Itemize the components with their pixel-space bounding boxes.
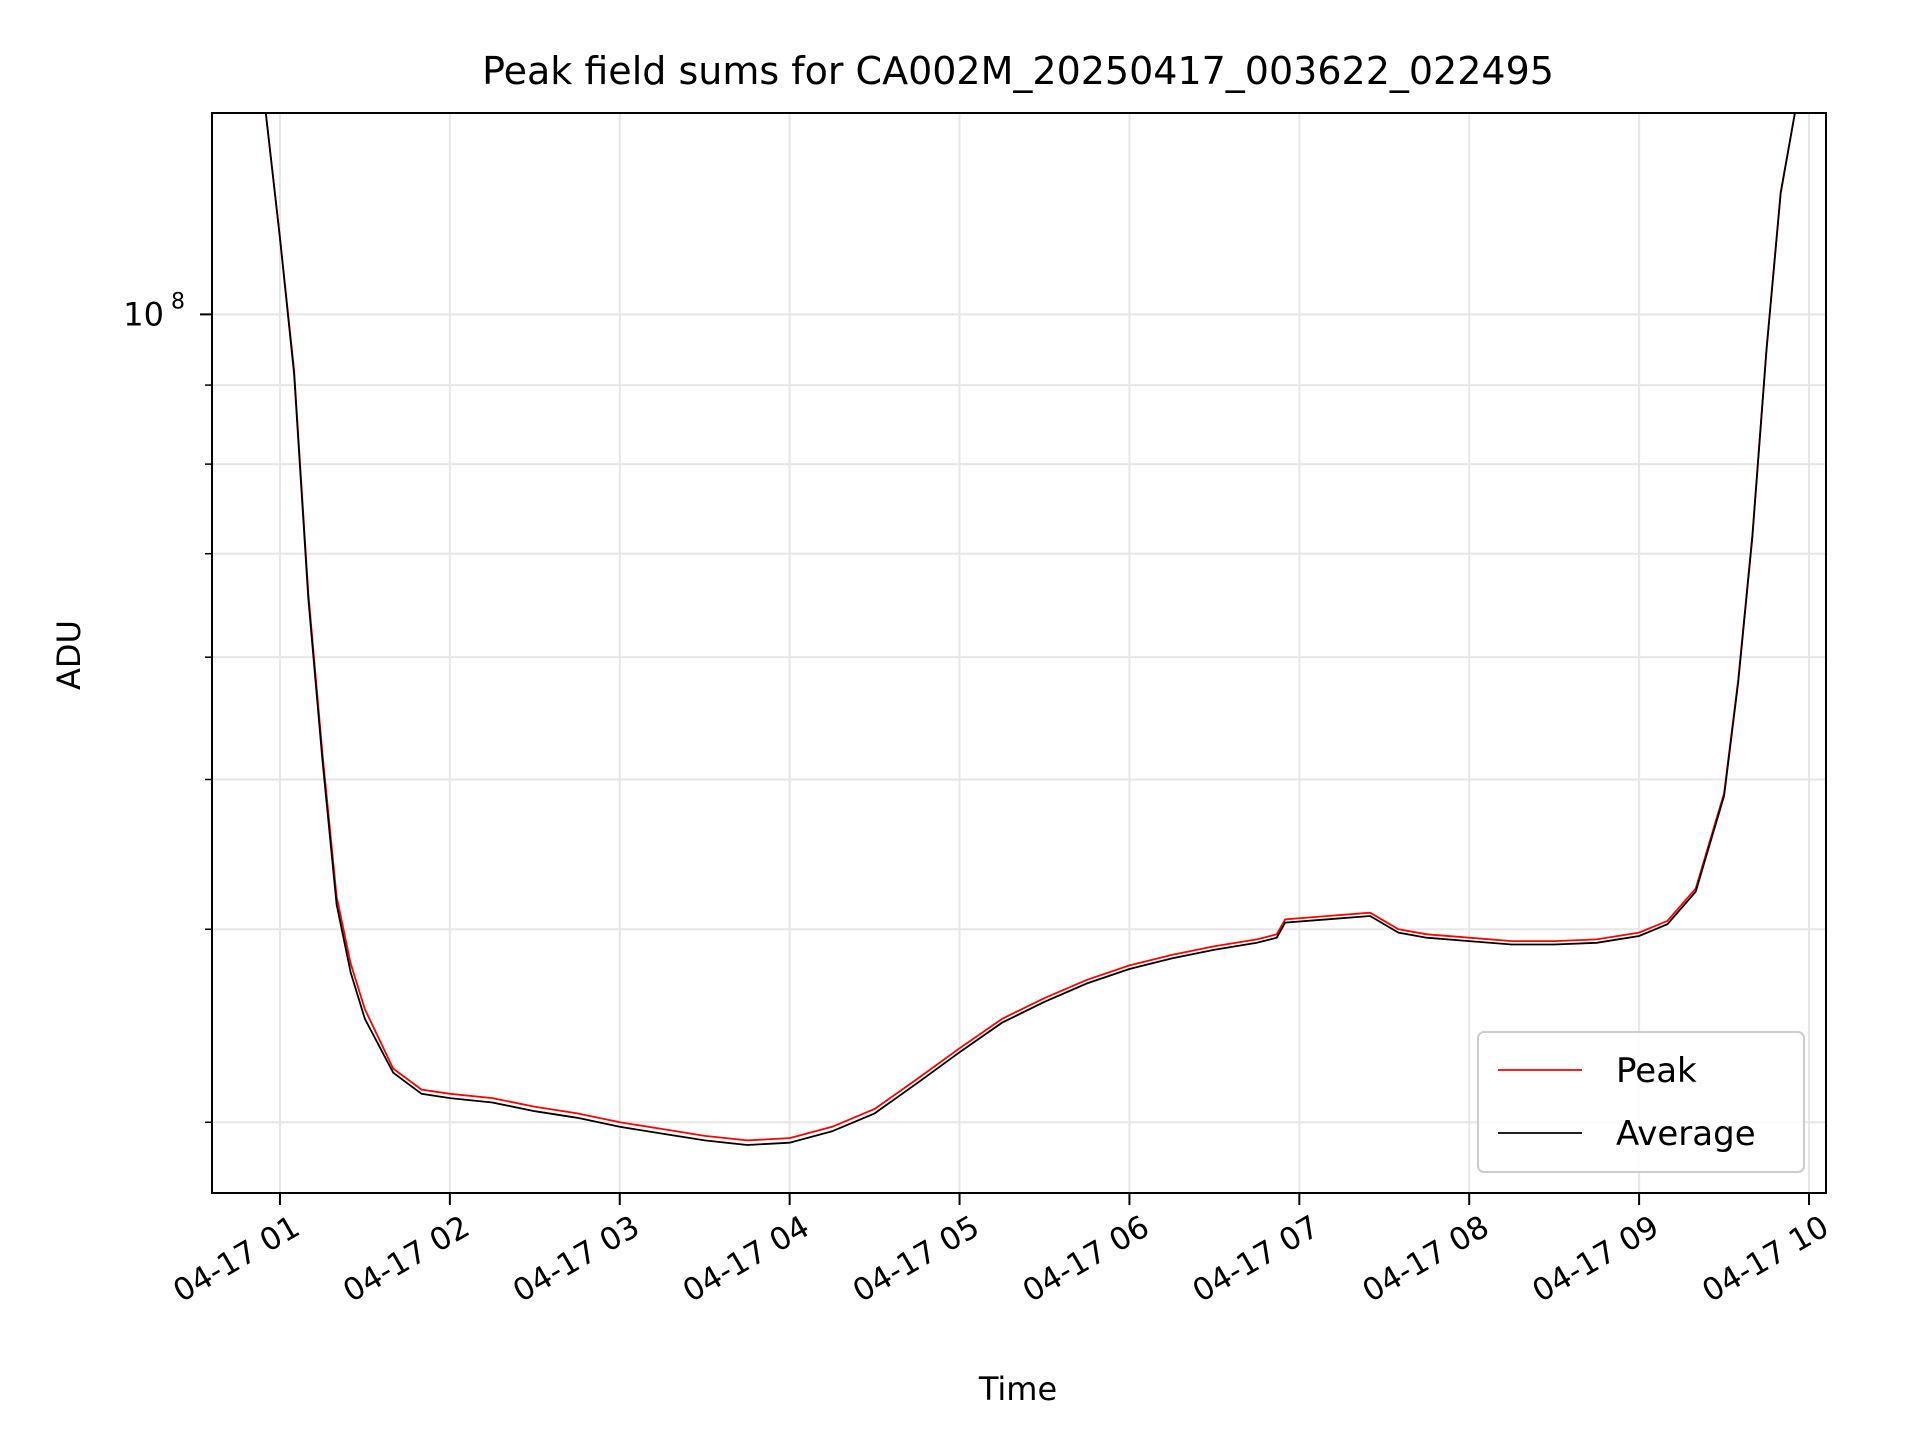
y-tick-label-exponent: 8 [171, 289, 185, 314]
legend-label: Average [1616, 1114, 1756, 1154]
chart-title: Peak field sums for CA002M_20250417_0036… [482, 49, 1554, 93]
axes-frame [211, 112, 1827, 1194]
y-axis-label: ADU [50, 620, 88, 690]
legend-label: Peak [1616, 1051, 1697, 1091]
series-layer [264, 113, 1796, 1146]
legend-box [1477, 1031, 1805, 1173]
series-line-average [264, 113, 1796, 1146]
series-line-peak [264, 113, 1796, 1142]
y-axis: 10 8 [123, 289, 212, 1124]
y-tick-label-base: 10 [123, 295, 164, 333]
y-tick-label: 10 [123, 295, 164, 333]
x-axis-label: Time [978, 1370, 1057, 1408]
legend: Peak Average [1477, 1031, 1805, 1173]
